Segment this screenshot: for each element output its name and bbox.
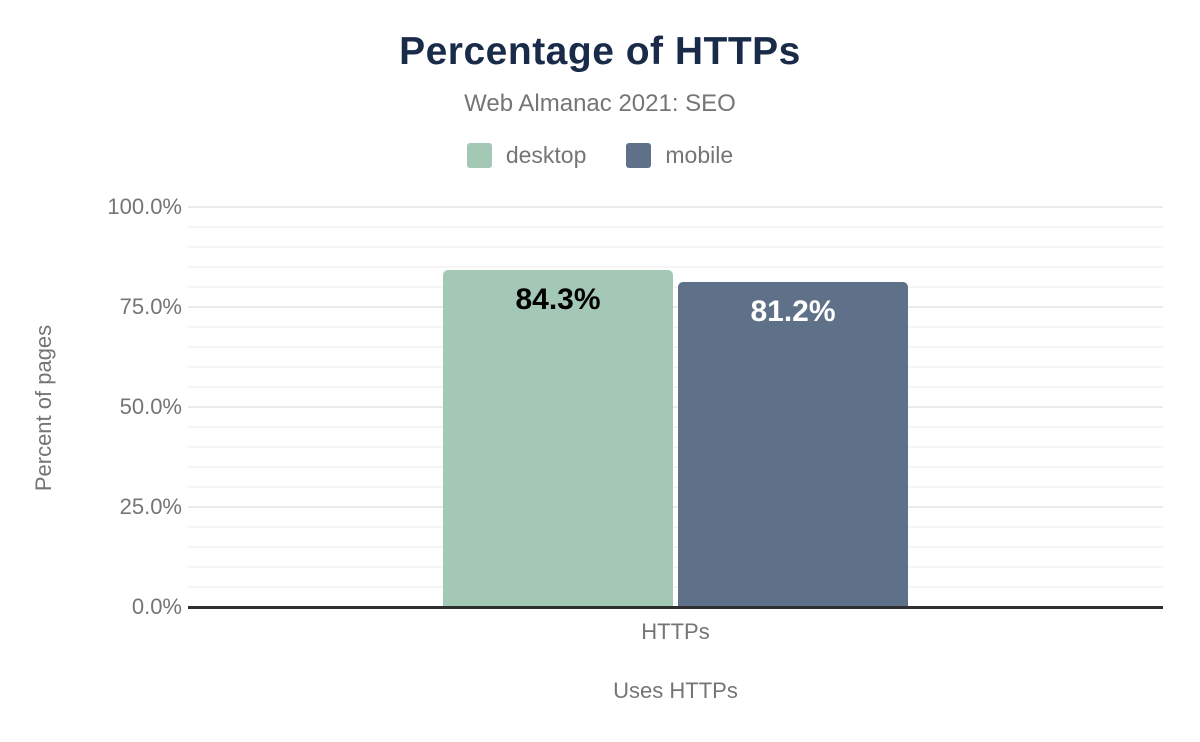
minor-gridline bbox=[188, 386, 1163, 388]
x-axis-baseline bbox=[188, 606, 1163, 609]
y-tick-label: 50.0% bbox=[119, 394, 182, 419]
y-tick-label: 75.0% bbox=[119, 294, 182, 319]
legend-swatch-desktop bbox=[466, 143, 492, 168]
minor-gridline bbox=[188, 226, 1163, 228]
legend: desktop mobile bbox=[0, 142, 1200, 169]
minor-gridline bbox=[188, 486, 1163, 488]
major-gridline bbox=[188, 406, 1163, 408]
minor-gridline bbox=[188, 346, 1163, 348]
minor-gridline bbox=[188, 266, 1163, 268]
y-axis-title: Percent of pages bbox=[31, 324, 56, 492]
major-gridline bbox=[188, 306, 1163, 308]
bar-value-label-mobile: 81.2% bbox=[750, 295, 836, 329]
y-tick-label: 100.0% bbox=[107, 194, 182, 219]
minor-gridline bbox=[188, 366, 1163, 368]
bars-group: 84.3% 81.2% bbox=[188, 207, 1163, 607]
plot-area: 84.3% 81.2% bbox=[188, 206, 1163, 609]
y-axis-ticks: 0.0% 25.0% 50.0% 75.0% 100.0% bbox=[60, 194, 182, 619]
minor-gridline bbox=[188, 446, 1163, 448]
bar-mobile[interactable]: 81.2% bbox=[678, 282, 908, 607]
minor-gridline bbox=[188, 546, 1163, 548]
major-gridline bbox=[188, 506, 1163, 508]
minor-gridline bbox=[188, 246, 1163, 248]
minor-gridline bbox=[188, 286, 1163, 288]
chart-title: Percentage of HTTPs bbox=[399, 30, 801, 73]
bar-value-label-desktop: 84.3% bbox=[515, 282, 601, 316]
minor-gridline bbox=[188, 466, 1163, 468]
x-axis-title: Uses HTTPs bbox=[613, 678, 738, 703]
legend-swatch-mobile bbox=[626, 143, 652, 168]
legend-item-mobile: mobile bbox=[626, 142, 733, 169]
chart-subtitle: Web Almanac 2021: SEO bbox=[464, 90, 736, 117]
y-tick-label: 0.0% bbox=[131, 594, 182, 619]
legend-label-desktop: desktop bbox=[505, 142, 587, 168]
minor-gridline bbox=[188, 526, 1163, 528]
major-gridline bbox=[188, 206, 1163, 208]
bar-desktop[interactable]: 84.3% bbox=[443, 269, 673, 607]
legend-label-mobile: mobile bbox=[665, 142, 734, 168]
minor-gridline bbox=[188, 426, 1163, 428]
y-tick-label: 25.0% bbox=[119, 494, 182, 519]
minor-gridline bbox=[188, 326, 1163, 328]
minor-gridline bbox=[188, 586, 1163, 588]
minor-gridline bbox=[188, 566, 1163, 568]
x-tick-label-https: HTTPs bbox=[641, 619, 710, 644]
legend-item-desktop: desktop bbox=[466, 142, 587, 169]
